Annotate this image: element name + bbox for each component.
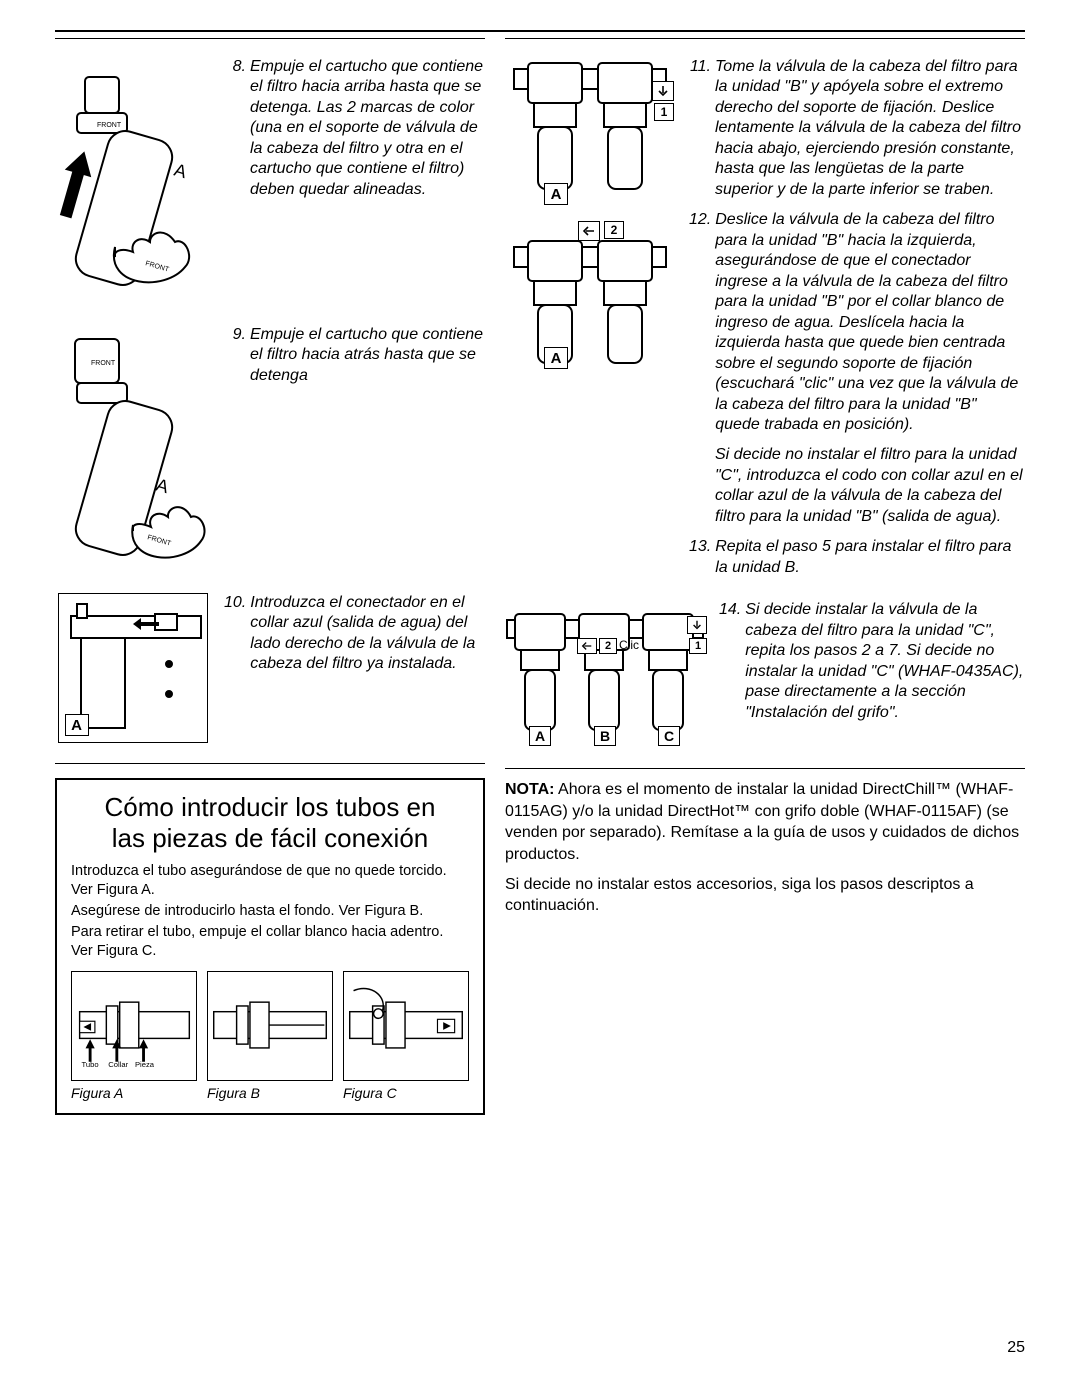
- svg-text:FRONT: FRONT: [97, 122, 122, 129]
- step-13-text: Repita el paso 5 para instalar el filtro…: [715, 537, 1025, 578]
- step-10: 10. Introduzca el conectador en el colla…: [224, 593, 485, 675]
- step-14-block: A B C 2 Clic 1 14.: [505, 600, 1025, 750]
- step-10-num: 10.: [224, 593, 250, 675]
- assembly-p3: Para retirar el tubo, empuje el collar b…: [71, 923, 469, 961]
- assembly-title: Cómo introducir los tubos en las piezas …: [71, 792, 469, 854]
- step-9-row: A FRONT FRONT 9. Empuje el cartucho que …: [55, 325, 485, 575]
- nota-paragraph: NOTA: Ahora es el momento de instalar la…: [505, 779, 1025, 865]
- step-8-text: Empuje el cartucho que contiene el filtr…: [250, 57, 485, 200]
- arrow-down-icon: [652, 81, 674, 101]
- figure-a: Tubo Collar Pieza: [71, 971, 197, 1101]
- step-12: 12. Deslice la válvula de la cabeza del …: [689, 210, 1025, 435]
- nota-label: NOTA:: [505, 781, 554, 798]
- step-9-text: Empuje el cartucho que contiene el filtr…: [250, 325, 485, 386]
- step-9-num: 9.: [224, 325, 250, 386]
- arrow-left-icon: [578, 221, 600, 241]
- diagram-step14: A B C 2 Clic 1: [505, 600, 705, 750]
- label-2: 2: [604, 221, 624, 239]
- step-14-num: 14.: [719, 600, 745, 723]
- label-1: 1: [654, 103, 674, 121]
- step-13: 13. Repita el paso 5 para instalar el fi…: [689, 537, 1025, 578]
- assembly-p2: Asegúrese de introducirlo hasta el fondo…: [71, 902, 469, 921]
- assembly-section: Cómo introducir los tubos en las piezas …: [55, 763, 485, 1115]
- arrow-left-icon-2: [577, 638, 597, 654]
- svg-text:FRONT: FRONT: [91, 360, 116, 367]
- step-12-text: Deslice la válvula de la cabeza del filt…: [715, 210, 1025, 435]
- svg-text:A: A: [172, 160, 189, 183]
- steps-11-13-block: 1 A: [505, 57, 1025, 588]
- diagram-step12: 2 A: [510, 221, 670, 371]
- step-8-row: A FRONT FRONT 8. Empuje el cartucho que …: [55, 57, 485, 307]
- step-14-text: Si decide instalar la válvula de la cabe…: [745, 600, 1025, 723]
- figure-a-caption: Figura A: [71, 1085, 197, 1101]
- page-number: 25: [1007, 1339, 1025, 1357]
- step-11-text: Tome la válvula de la cabeza del filtro …: [715, 57, 1025, 200]
- step-9: 9. Empuje el cartucho que contiene el fi…: [224, 325, 485, 386]
- label3-clic: Clic: [619, 638, 639, 652]
- assembly-title-l2: las piezas de fácil conexión: [112, 823, 429, 853]
- rule-thick: [55, 30, 1025, 32]
- assembly-title-l1: Cómo introducir los tubos en: [105, 792, 436, 822]
- rule-thin-r2: [505, 768, 1025, 769]
- assembly-p1: Introduzca el tubo asegurándose de que n…: [71, 862, 469, 900]
- step-14: 14. Si decide instalar la válvula de la …: [719, 600, 1025, 723]
- label3-B: B: [594, 726, 616, 746]
- label3-C: C: [658, 726, 680, 746]
- note-no-c: Si decide no instalar el filtro para la …: [689, 445, 1025, 527]
- figure-b-caption: Figura B: [207, 1085, 333, 1101]
- step-13-num: 13.: [689, 537, 715, 578]
- figure-c: Figura C: [343, 971, 469, 1101]
- figure-c-caption: Figura C: [343, 1085, 469, 1101]
- label-A: A: [544, 183, 568, 205]
- arrow-down-icon-2: [687, 616, 707, 634]
- nota-p2: Si decide no instalar estos accesorios, …: [505, 874, 1025, 917]
- rule-thin-r: [505, 38, 1025, 39]
- label3-1: 1: [689, 638, 707, 654]
- note-no-c-text: Si decide no instalar el filtro para la …: [715, 445, 1025, 527]
- rule-thin: [55, 38, 485, 39]
- step-12-num: 12.: [689, 210, 715, 435]
- step-11: 11. Tome la válvula de la cabeza del fil…: [689, 57, 1025, 200]
- svg-text:Collar: Collar: [108, 1060, 128, 1069]
- figure-b: Figura B: [207, 971, 333, 1101]
- label-A-2: A: [544, 347, 568, 369]
- right-column: 1 A: [505, 38, 1025, 1115]
- label3-A: A: [529, 726, 551, 746]
- step-10-label: A: [65, 714, 89, 736]
- step-10-row: A 10. Introduzca el conectador en el col…: [55, 593, 485, 743]
- step-10-text: Introduzca el conectador en el collar az…: [250, 593, 485, 675]
- nota-text: Ahora es el momento de instalar la unida…: [505, 781, 1019, 863]
- step-8-num: 8.: [224, 57, 250, 200]
- step-11-num: 11.: [689, 57, 715, 200]
- diagram-step11: 1 A: [510, 57, 670, 207]
- step-9-illustration: A FRONT FRONT: [55, 325, 210, 575]
- step-8-illustration: A FRONT FRONT: [55, 57, 210, 307]
- step-8: 8. Empuje el cartucho que contiene el fi…: [224, 57, 485, 200]
- label3-2: 2: [599, 638, 617, 654]
- left-column: A FRONT FRONT 8. Empuje el cartucho que …: [55, 38, 485, 1115]
- step-10-illustration: A: [55, 593, 210, 743]
